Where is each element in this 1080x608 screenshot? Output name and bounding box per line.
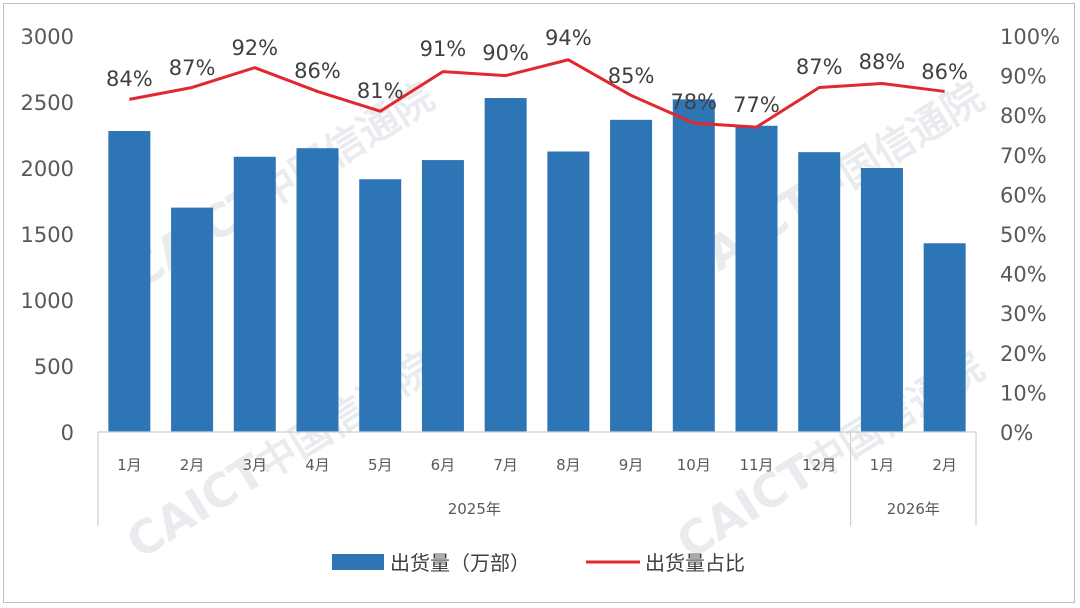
right-axis-tick-label: 100% [1000,25,1060,49]
right-axis-tick-label: 20% [1000,342,1047,366]
right-axis-tick-label: 80% [1000,104,1047,128]
right-axis-tick-label: 70% [1000,144,1047,168]
category-label: 4月 [305,456,330,474]
group-label: 2025年 [448,500,501,518]
category-label: 3月 [243,456,268,474]
line-data-label: 86% [921,60,968,84]
bar [610,119,653,432]
legend-bar-label: 出货量（万部） [390,551,530,575]
category-label: 7月 [493,456,518,474]
legend: 出货量（万部） 出货量占比 [332,551,745,575]
bar [233,156,276,432]
line-data-label: 88% [859,50,906,74]
left-axis-tick-label: 2500 [21,91,74,115]
line-data-labels: 84% 87% 92% 86% 81% 91% 90% 94% 85% 78% 77% 87% 88% 8… [106,26,968,117]
bar [860,168,903,432]
line-data-label: 77% [733,93,780,117]
left-axis-tick-label: 1000 [21,289,74,313]
bar-series [108,98,966,433]
right-axis-tick-label: 40% [1000,263,1047,287]
line-data-label: 86% [294,59,341,83]
category-label: 2月 [180,456,205,474]
bar [484,98,527,432]
bar [421,160,464,432]
line-data-label: 81% [357,79,404,103]
right-axis-ticks: 0% 10% 20% 30% 40% 50% 60% 70% 80% 90% 100% [1000,25,1060,445]
bar [108,131,151,433]
bar [672,99,715,433]
right-axis-tick-label: 0% [1000,421,1033,445]
line-data-label: 92% [231,36,278,60]
bar [547,151,590,432]
share-line [129,58,945,129]
left-axis-tick-label: 2000 [21,157,74,181]
line-series [129,58,945,129]
bar [171,207,214,432]
category-label: 2月 [932,456,957,474]
legend-line-label: 出货量占比 [645,551,745,575]
right-axis-tick-label: 10% [1000,381,1047,405]
left-axis-tick-label: 1500 [21,223,74,247]
line-data-label: 94% [545,26,592,50]
category-label: 11月 [739,456,773,474]
category-label: 9月 [619,456,644,474]
bar [359,179,402,432]
legend-bar-swatch [332,554,384,570]
left-axis-ticks: 0 500 1000 1500 2000 2500 3000 [21,25,74,445]
category-label: 5月 [368,456,393,474]
category-label: 6月 [431,456,456,474]
line-data-label: 90% [482,41,529,65]
line-data-label: 85% [608,64,655,88]
bar [296,148,339,432]
category-label: 1月 [117,456,142,474]
bar [923,243,966,432]
line-data-label: 91% [420,37,467,61]
watermark-cn: 中国信通院 [248,74,442,219]
bar [735,125,778,432]
category-label: 12月 [802,456,836,474]
line-data-label: 87% [169,56,216,80]
category-label: 1月 [870,456,895,474]
group-label: 2026年 [887,500,940,518]
bar [798,152,841,432]
right-axis-tick-label: 50% [1000,223,1047,247]
category-label: 10月 [677,456,711,474]
line-data-label: 78% [670,90,717,114]
left-axis-tick-label: 500 [34,355,74,379]
category-label: 8月 [556,456,581,474]
left-axis-tick-label: 0 [61,421,74,445]
watermark-cn: 中国信通院 [248,344,442,489]
left-axis-tick-label: 3000 [21,25,74,49]
line-data-label: 87% [796,55,843,79]
right-axis-tick-label: 30% [1000,302,1047,326]
right-axis-tick-label: 90% [1000,65,1047,89]
right-axis-tick-label: 60% [1000,183,1047,207]
line-data-label: 84% [106,67,153,91]
category-axis: 1月 2月 3月 4月 5月 6月 7月 8月 9月 10月 11月 12月 1月 2月 2025年 2026… [97,431,977,526]
